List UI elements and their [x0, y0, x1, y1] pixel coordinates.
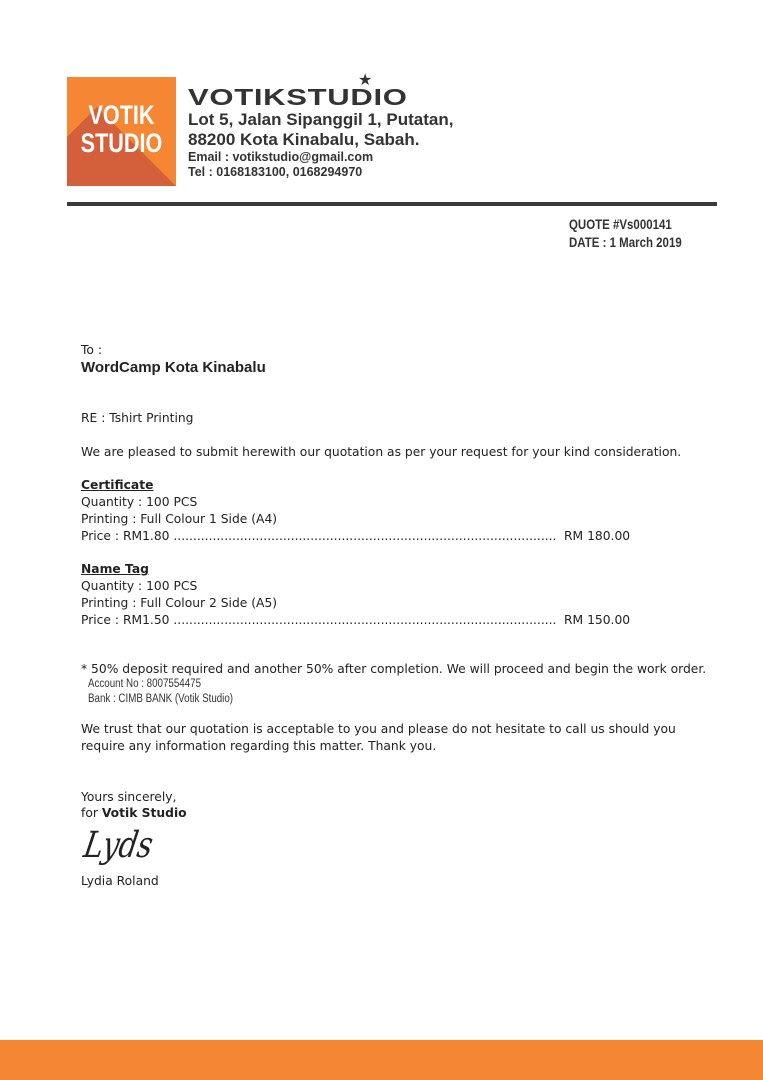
quote-number: QUOTE #Vs000141: [569, 216, 672, 232]
intro-text: We are pleased to submit herewith our qu…: [81, 445, 682, 459]
brand-name: VOTIKSTUDIO: [188, 84, 408, 110]
item-title: Certificate: [81, 478, 154, 492]
item-quantity: Quantity : 100 PCS: [81, 495, 198, 509]
closing-line-2: require any information regarding this m…: [81, 739, 437, 753]
to-label: To :: [81, 343, 102, 357]
votik-studio-logo: VOTIK STUDIO: [67, 77, 176, 186]
bank-name: Bank : CIMB BANK (Votik Studio): [88, 693, 234, 705]
account-number: Account No : 8007554475: [88, 678, 202, 690]
quote-date: DATE : 1 March 2019: [569, 234, 682, 250]
address-line-1: Lot 5, Jalan Sipanggil 1, Putatan,: [188, 110, 454, 129]
telephone: Tel : 0168183100, 0168294970: [188, 165, 363, 179]
address-line-2: 88200 Kota Kinabalu, Sabah.: [188, 130, 420, 149]
footer-band: [0, 1040, 763, 1080]
signature: Lyds: [80, 825, 157, 866]
item-printing: Printing : Full Colour 1 Side (A4): [81, 512, 278, 526]
signatory-name: Lydia Roland: [81, 874, 159, 888]
item-total: RM 180.00: [564, 529, 631, 543]
recipient-name: WordCamp Kota Kinabalu: [81, 359, 266, 376]
item-quantity: Quantity : 100 PCS: [81, 579, 198, 593]
header-divider: [67, 202, 717, 206]
closing-line-1: We trust that our quotation is acceptabl…: [81, 722, 676, 736]
logo-text-votik: VOTIK: [88, 100, 155, 130]
email: Email : votikstudio@gmail.com: [188, 150, 374, 164]
item-price: Price : RM1.80 .........................…: [81, 529, 556, 543]
signoff: Yours sincerely,: [81, 790, 177, 804]
item-total: RM 150.00: [564, 613, 631, 627]
item-price: Price : RM1.50 .........................…: [81, 613, 556, 627]
logo-text-studio: STUDIO: [80, 128, 163, 158]
re-subject: RE : Tshirt Printing: [81, 411, 194, 425]
for-label: for: [81, 806, 102, 820]
deposit-note: * 50% deposit required and another 50% a…: [81, 662, 707, 676]
star-icon: ★: [358, 70, 373, 89]
company-name: Votik Studio: [101, 806, 187, 820]
item-printing: Printing : Full Colour 2 Side (A5): [81, 596, 278, 610]
signoff-company-line: for Votik Studio: [81, 806, 187, 820]
item-title: Name Tag: [81, 562, 149, 576]
